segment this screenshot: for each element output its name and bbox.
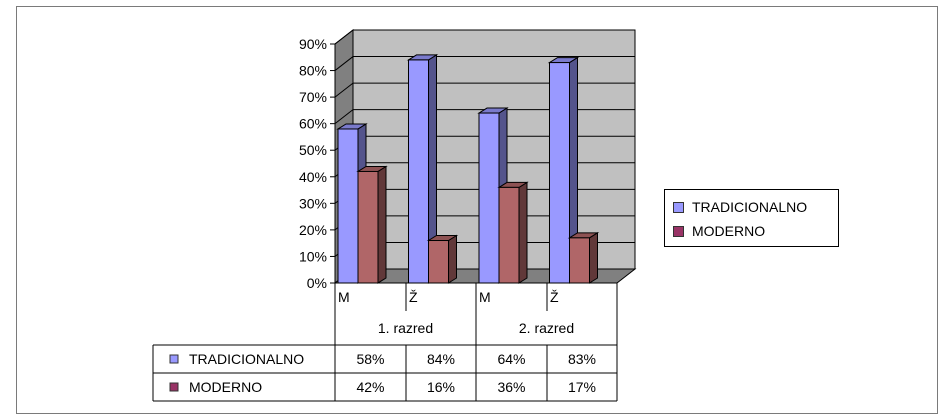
legend-swatch-tradicionalno bbox=[673, 201, 684, 213]
table-value: 42% bbox=[356, 379, 384, 395]
category-label: M bbox=[479, 289, 491, 305]
y-tick-label: 80% bbox=[299, 63, 327, 79]
y-tick-label: 0% bbox=[307, 275, 327, 291]
table-swatch-tradicionalno bbox=[169, 354, 179, 364]
table-swatch-moderno bbox=[169, 382, 179, 392]
bar-moderno-3 bbox=[498, 186, 520, 284]
y-tick-label: 90% bbox=[299, 36, 327, 52]
chart-frame: 0% 10% 20% 30% 40% 50% 60% 70% 80% 90% M Ž M Ž 1. razr… bbox=[16, 6, 938, 414]
bar-moderno-2 bbox=[428, 240, 449, 284]
category-label: M bbox=[338, 289, 350, 305]
bar-moderno-2-side bbox=[448, 234, 457, 284]
legend: TRADICIONALNO MODERNO bbox=[664, 189, 839, 247]
table-value: 64% bbox=[497, 351, 525, 367]
chart-plot: 0% 10% 20% 30% 40% 50% 60% 70% 80% 90% M Ž M Ž 1. razr… bbox=[152, 28, 637, 402]
bar-tradicionalno-2 bbox=[408, 59, 429, 284]
bar-moderno-3-side bbox=[518, 181, 528, 284]
table-value: 58% bbox=[356, 351, 384, 367]
y-tick-label: 20% bbox=[299, 222, 327, 238]
bar-tradicionalno-4 bbox=[549, 62, 570, 284]
group-label: 1. razred bbox=[378, 320, 433, 336]
y-tick-label: 40% bbox=[299, 169, 327, 185]
legend-swatch-moderno bbox=[673, 225, 684, 237]
gridline-side bbox=[334, 56, 354, 71]
bar-moderno-1 bbox=[357, 170, 379, 284]
table-value: 16% bbox=[427, 379, 455, 395]
bar-tradicionalno-1 bbox=[337, 128, 359, 284]
table-series-label: TRADICIONALNO bbox=[189, 351, 304, 367]
bar-moderno-4 bbox=[569, 237, 590, 284]
bar-moderno-1-side bbox=[377, 165, 387, 284]
y-tick-label: 50% bbox=[299, 142, 327, 158]
gridline-side bbox=[334, 29, 354, 45]
category-label: Ž bbox=[550, 289, 559, 305]
table-value: 36% bbox=[497, 379, 525, 395]
group-label: 2. razred bbox=[519, 320, 574, 336]
gridline-side bbox=[334, 82, 354, 98]
category-label: Ž bbox=[409, 289, 418, 305]
legend-item-tradicionalno: TRADICIONALNO bbox=[673, 198, 807, 216]
y-tick-label: 10% bbox=[299, 248, 327, 264]
legend-item-moderno: MODERNO bbox=[673, 222, 765, 240]
table-series-label: MODERNO bbox=[189, 379, 262, 395]
y-tick-label: 60% bbox=[299, 116, 327, 132]
y-tick-label: 30% bbox=[299, 195, 327, 211]
table-value: 83% bbox=[568, 351, 596, 367]
bar-tradicionalno-3 bbox=[478, 112, 500, 284]
legend-label-moderno: MODERNO bbox=[692, 223, 766, 239]
table-value: 84% bbox=[427, 351, 455, 367]
table-value: 17% bbox=[568, 379, 596, 395]
bar-moderno-4-side bbox=[589, 231, 598, 284]
y-tick-label: 70% bbox=[299, 89, 327, 105]
gridline-side bbox=[334, 109, 354, 125]
legend-label-tradicionalno: TRADICIONALNO bbox=[692, 199, 808, 215]
